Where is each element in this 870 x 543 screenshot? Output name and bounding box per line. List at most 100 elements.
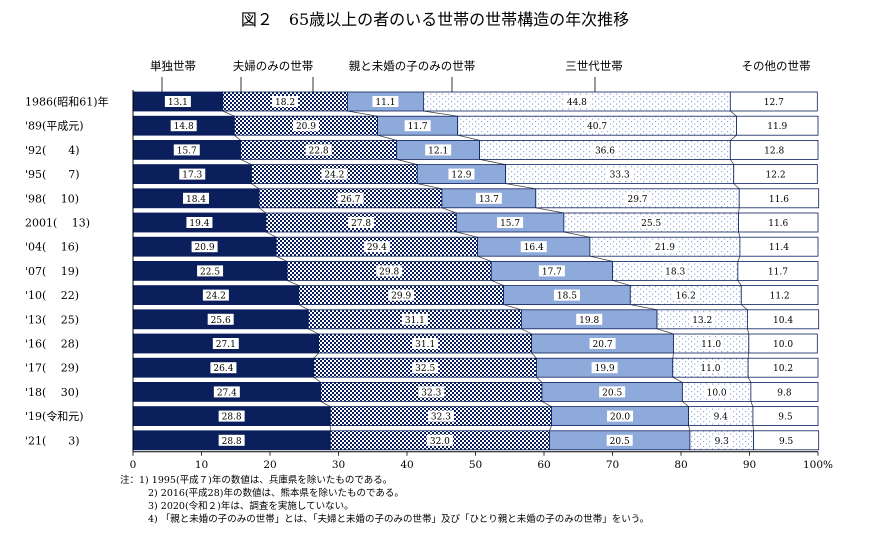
legend-label: 夫婦のみの世帯 [233, 59, 314, 73]
data-label: 9.5 [778, 413, 793, 423]
bar-row: '95( 7) 17.3 24.2 12.9 33.3 12.2 [25, 164, 818, 185]
data-label: 22.8 [309, 146, 329, 156]
chart-title: 図２ 65歳以上の者のいる世帯の世帯構造の年次推移 [241, 10, 629, 29]
data-label-box [210, 362, 237, 374]
x-tick-label: 10 [195, 459, 208, 471]
data-label: 11.2 [770, 292, 790, 302]
data-label: 12.8 [764, 146, 784, 156]
data-label: 31.1 [415, 340, 435, 350]
data-label-box [770, 338, 797, 349]
connector-line [456, 231, 478, 238]
data-label: 20.9 [195, 243, 215, 253]
category-label: '10( 22) [25, 289, 79, 302]
data-label: 40.7 [587, 122, 607, 132]
footnote: 4) 「親と未婚の子のみの世帯」とは、「夫婦と未婚の子のみの世帯」及び「ひとり親… [148, 513, 649, 525]
data-label-box [412, 362, 439, 374]
connector-line [457, 134, 480, 141]
category-label: '16( 28) [25, 338, 79, 351]
data-label-box [760, 96, 787, 107]
category-label: '04( 16) [25, 241, 79, 254]
data-label: 24.2 [206, 292, 226, 302]
data-label: 29.4 [367, 243, 387, 253]
connector-line [265, 231, 277, 238]
data-label-box [589, 338, 616, 349]
x-tick-label: 100% [803, 459, 833, 471]
footnote: 注：1) 1995(平成７)年の数値は、兵庫県を除いたものである。 [120, 474, 392, 486]
data-label-box [348, 217, 375, 228]
data-label-box [425, 144, 452, 156]
connector-line [298, 304, 309, 311]
connector-line [286, 280, 299, 286]
data-label: 27.8 [351, 219, 371, 229]
connector-line [752, 425, 754, 431]
connector-line [536, 376, 543, 383]
data-label-box [404, 120, 431, 132]
x-tick-label: 0 [130, 459, 137, 471]
data-label-box [321, 168, 348, 180]
connector-line [531, 352, 537, 359]
connector-line [240, 159, 252, 165]
data-label: 27.4 [217, 388, 237, 398]
data-label: 20.5 [610, 437, 630, 447]
data-label: 20.5 [602, 388, 622, 398]
connector-line [672, 376, 683, 383]
connector-line [750, 401, 754, 407]
data-label-box [363, 241, 390, 253]
connector-line [313, 352, 319, 359]
data-label-box [765, 192, 792, 204]
data-label-box [766, 289, 793, 301]
connector-line [222, 110, 235, 117]
data-label-box [372, 96, 399, 107]
connector-line [738, 207, 740, 214]
category-label: '13( 25) [25, 313, 79, 326]
data-label-box [770, 362, 797, 374]
footnote: 2) 2016(平成28)年の数値は、熊本県を除いたものである。 [148, 487, 404, 499]
data-label: 11.7 [408, 122, 428, 132]
data-label-box [672, 289, 699, 301]
data-label-box [183, 192, 210, 204]
x-tick-label: 40 [400, 459, 413, 471]
connector-line [549, 425, 552, 431]
data-label-box [761, 144, 788, 156]
data-label: 12.1 [428, 146, 448, 156]
connector-line [276, 255, 288, 262]
data-label: 29.8 [379, 267, 399, 277]
connector-line [308, 328, 319, 335]
x-tick-label: 70 [606, 459, 619, 471]
data-label-box [292, 120, 319, 132]
data-label: 13.2 [692, 316, 712, 326]
data-label-box [698, 338, 725, 349]
footnote: 3) 2020(令和２)年は、調査を実施していない。 [148, 500, 354, 512]
data-label: 11.7 [768, 267, 788, 277]
data-label: 11.4 [769, 243, 789, 253]
data-label-box [607, 410, 634, 422]
data-label-box [191, 241, 218, 253]
data-label: 10.0 [773, 340, 793, 350]
data-label: 11.1 [375, 98, 395, 108]
data-label: 17.3 [182, 171, 202, 181]
connector-line [521, 328, 532, 335]
data-label: 14.8 [174, 122, 194, 132]
x-tick-label: 60 [537, 459, 550, 471]
data-label-box [606, 434, 633, 446]
data-label-box [207, 313, 234, 325]
data-label-box [591, 362, 618, 374]
data-label-box [426, 434, 453, 446]
connector-line [563, 231, 590, 238]
data-label: 10.2 [773, 364, 793, 374]
data-label: 9.4 [714, 413, 729, 423]
data-label-box [401, 313, 428, 325]
data-label-box [591, 144, 618, 156]
connector-line [477, 255, 492, 262]
data-label-box [606, 168, 633, 180]
data-label-box [212, 338, 239, 349]
category-label: '17( 29) [25, 362, 79, 375]
data-label: 36.6 [595, 146, 615, 156]
data-label: 13.1 [168, 98, 188, 108]
data-label: 11.9 [767, 122, 787, 132]
data-label: 12.7 [764, 98, 784, 108]
connector-line [258, 207, 267, 214]
connector-line [730, 110, 737, 117]
data-label-box [213, 386, 240, 398]
